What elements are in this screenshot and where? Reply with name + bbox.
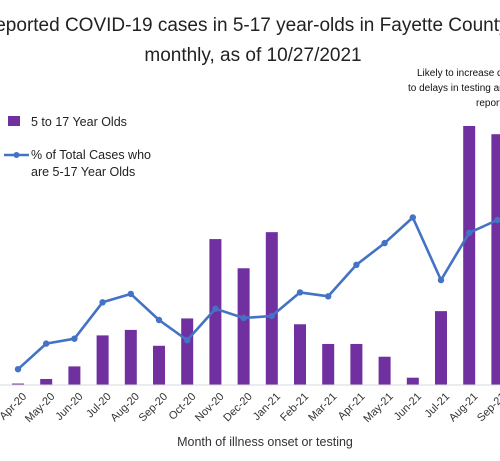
- annotation-line3: reporting: [476, 98, 500, 109]
- line-point-Apr-21: [353, 261, 360, 268]
- bar-Sep-20: [153, 345, 165, 385]
- x-tick-Mar-21: Mar-21: [306, 391, 339, 424]
- line-point-Jun-20: [71, 335, 78, 342]
- line-point-Nov-20: [212, 305, 219, 312]
- line-point-Mar-21: [325, 293, 332, 300]
- bar-Jul-20: [96, 335, 109, 385]
- line-point-Aug-20: [127, 290, 134, 298]
- legend-line-label1: % of Total Cases who: [31, 148, 151, 162]
- bar-Jan-21: [265, 232, 278, 385]
- x-tick-Jun-20: Jun-20: [53, 391, 85, 423]
- x-tick-May-20: May-20: [23, 391, 57, 425]
- line-point-Oct-20: [184, 337, 191, 344]
- legend-line-label2: are 5-17 Year Olds: [31, 165, 135, 179]
- legend-bar-label: 5 to 17 Year Olds: [31, 115, 127, 129]
- x-tick-labels: Apr-20May-20Jun-20Jul-20Aug-20Sep-20Oct-…: [0, 391, 500, 425]
- legend-bar-swatch: [8, 116, 20, 126]
- line-point-Jan-21: [268, 312, 275, 320]
- line-point-Sep-20: [155, 316, 163, 324]
- line-point-Jun-21: [409, 214, 416, 221]
- bar-Jul-21: [435, 311, 447, 385]
- x-tick-Jun-21: Jun-21: [392, 391, 424, 423]
- bar-Dec-20: [237, 268, 250, 385]
- line-point-Apr-20: [14, 366, 22, 373]
- percent-line: [17, 216, 500, 371]
- bar-Sep-21: [491, 134, 500, 385]
- bar-Feb-21: [294, 324, 306, 385]
- bar-May-21: [378, 356, 391, 385]
- x-tick-Dec-20: Dec-20: [221, 391, 255, 425]
- bar-Jun-20: [68, 366, 81, 385]
- chart-title-line2: monthly, as of 10/27/2021: [144, 45, 361, 66]
- x-tick-Jan-21: Jan-21: [251, 391, 283, 423]
- chart-title-line1: Reported COVID-19 cases in 5-17 year-old…: [0, 15, 500, 36]
- bar-Aug-21: [463, 126, 476, 385]
- legend-line-marker: [13, 152, 20, 158]
- bar-Apr-20: [12, 383, 24, 385]
- bar-series: [12, 126, 500, 385]
- line-point-Jul-21: [437, 276, 445, 284]
- line-point-Dec-20: [240, 314, 247, 322]
- annotation-line2: to delays in testing and: [408, 83, 500, 94]
- bar-Oct-20: [181, 318, 194, 385]
- line-point-Feb-21: [296, 289, 304, 296]
- line-point-May-20: [43, 340, 50, 347]
- x-tick-Aug-20: Aug-20: [108, 391, 142, 425]
- x-tick-Sep-21: Sep-21: [475, 391, 500, 425]
- line-point-Aug-21: [466, 229, 473, 236]
- x-tick-Sep-20: Sep-20: [137, 391, 171, 425]
- line-series: [14, 214, 500, 373]
- bar-Jun-21: [406, 377, 419, 385]
- bar-May-20: [40, 378, 53, 385]
- bar-Nov-20: [209, 239, 222, 385]
- x-tick-May-21: May-21: [361, 391, 395, 425]
- bar-Aug-20: [124, 329, 137, 385]
- x-tick-Feb-21: Feb-21: [278, 391, 311, 424]
- annotation-line1: Likely to increase due: [417, 68, 500, 79]
- x-axis-title: Month of illness onset or testing: [177, 435, 353, 449]
- line-point-May-21: [381, 239, 388, 247]
- bar-Mar-21: [322, 343, 335, 385]
- bar-Apr-21: [350, 343, 363, 385]
- x-tick-Nov-20: Nov-20: [193, 391, 227, 425]
- x-tick-Aug-21: Aug-21: [447, 391, 481, 425]
- line-point-Jul-20: [99, 299, 106, 306]
- line-point-Sep-21: [494, 216, 500, 224]
